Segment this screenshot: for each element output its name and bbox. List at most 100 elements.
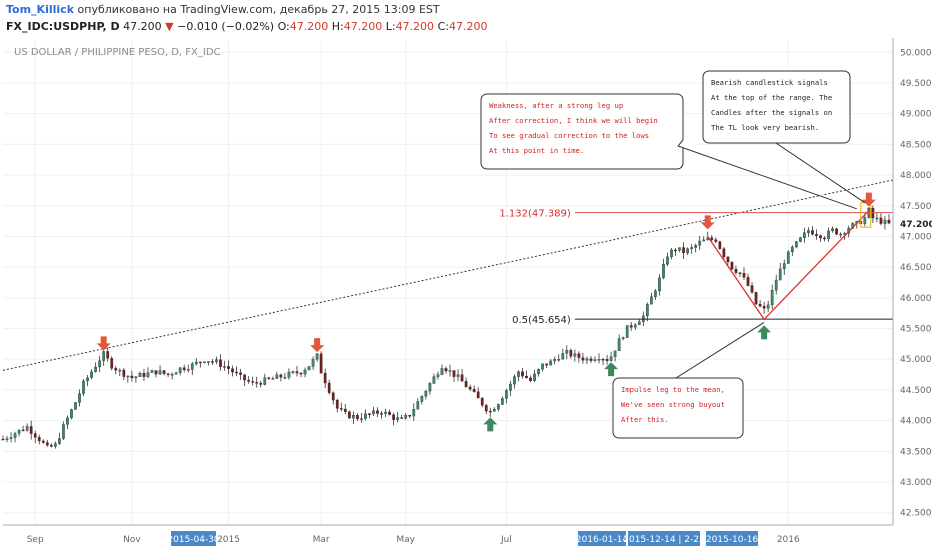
candle-body [142, 373, 146, 377]
candle [25, 423, 29, 432]
candle [275, 371, 279, 379]
candle [581, 352, 585, 364]
candle [251, 376, 255, 386]
time-highlight-label: 2015-04-30 [167, 535, 220, 545]
candle [162, 370, 166, 376]
candle [879, 213, 883, 226]
candle-body [513, 376, 516, 385]
candle-body [33, 433, 37, 438]
candle-body [356, 415, 359, 420]
candle-body [380, 413, 383, 415]
candle [416, 398, 420, 410]
candle-body [347, 411, 351, 419]
candle [456, 369, 460, 382]
candle-body [593, 359, 597, 361]
candle-body [114, 368, 118, 371]
candle-body [710, 237, 714, 240]
candle [573, 349, 577, 362]
x-tick-label: Jul [500, 535, 512, 545]
x-tick-label: Mar [313, 535, 330, 545]
candle-body [364, 413, 367, 419]
candle-body [166, 373, 170, 375]
candle-body [662, 264, 665, 278]
candle [794, 240, 798, 249]
candle-body [811, 230, 814, 235]
candle-body [420, 396, 424, 402]
candle [625, 325, 629, 338]
candle [243, 374, 246, 387]
candle [480, 397, 484, 408]
close-value: 47.200 [448, 20, 488, 33]
candle-body [299, 372, 303, 375]
price-chart[interactable]: US DOLLAR / PHILIPPINE PESO, D, FX_IDC 1… [0, 38, 932, 550]
arrow-up-icon [483, 417, 498, 432]
candle-body [118, 369, 122, 372]
candle-body [625, 325, 629, 338]
candle [327, 379, 331, 395]
candle [303, 367, 307, 378]
candle [501, 396, 504, 406]
time-axis[interactable]: Sep Nov 2015 Mar May Jul 2016 2015-04-30 2016-01… [3, 524, 893, 546]
candle-body [883, 219, 887, 224]
candle-body [126, 375, 130, 378]
candle-body [452, 370, 456, 377]
candle [541, 363, 544, 372]
candle [41, 439, 45, 444]
candle-body [839, 233, 843, 236]
candle [460, 369, 464, 382]
candle [452, 370, 456, 382]
candle [432, 373, 436, 384]
candle [662, 258, 665, 280]
candle-body [283, 377, 287, 379]
y-tick-label: 44.000 [900, 417, 932, 427]
candle [553, 356, 557, 365]
callout-weakness: Weakness, after a strong leg up After cor… [480, 93, 857, 210]
candle [255, 376, 259, 388]
candle-body [202, 361, 206, 363]
candle-body [339, 408, 343, 410]
candle-body [549, 360, 553, 366]
candle-body [585, 358, 589, 361]
candle [807, 227, 810, 237]
candle-body [702, 239, 706, 242]
candle-body [404, 415, 408, 419]
candle [770, 284, 774, 310]
candle [424, 389, 428, 400]
candle-body [738, 272, 742, 274]
candle-body [37, 437, 41, 442]
symbol-label: FX_IDC:USDPHP, D [6, 20, 120, 33]
candle [227, 360, 230, 375]
candle [53, 441, 57, 449]
candle [182, 364, 186, 373]
candle [754, 291, 758, 305]
candle-body [267, 377, 271, 379]
candle [202, 361, 206, 364]
candle [307, 366, 311, 371]
candle-body [440, 368, 444, 375]
candle-body [505, 390, 508, 399]
time-highlight-label: 2015-10-16 [706, 535, 759, 545]
candle [174, 371, 178, 375]
candle-body [150, 370, 154, 373]
candle-body [384, 411, 387, 414]
y-tick-label: 48.000 [900, 171, 932, 181]
candle-body [319, 353, 323, 374]
candle [94, 362, 97, 373]
candle-body [74, 402, 77, 410]
candle-body [190, 363, 194, 370]
arrow-up-icon [604, 362, 619, 377]
candle [883, 216, 887, 230]
candle [311, 356, 315, 370]
candle [343, 404, 347, 415]
candle [29, 420, 33, 440]
callout-text: After correction, I think we will begin [489, 116, 658, 125]
candle-body [476, 391, 480, 399]
author-link[interactable]: Tom_Killick [6, 3, 75, 16]
candle [404, 413, 408, 420]
candle-body [799, 237, 802, 242]
y-tick-label: 47.500 [900, 202, 932, 212]
price-axis[interactable]: 50.000 49.500 49.000 48.500 48.000 47.500 47.0… [892, 38, 932, 550]
candle-body [863, 217, 867, 224]
candle-body [629, 325, 633, 328]
candle-body [368, 413, 371, 415]
